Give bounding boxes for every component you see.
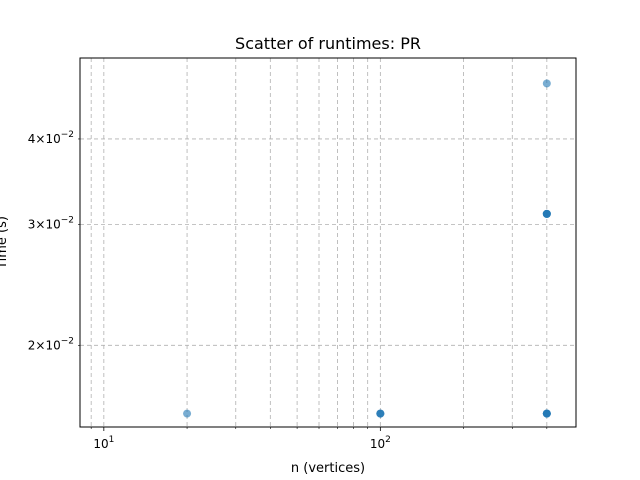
- plot-frame: [79, 57, 577, 428]
- grid-layer: [80, 58, 576, 427]
- chart-title: Scatter of runtimes: PR: [235, 34, 421, 53]
- y-axis-label: Time (s): [0, 216, 10, 270]
- y-tick-label: 3×10−2: [28, 216, 74, 232]
- data-point: [376, 409, 385, 418]
- x-axis-label: n (vertices): [291, 461, 365, 476]
- ticks-layer: 101 102 2×10−2 3×10−2 4×10−2: [28, 130, 548, 451]
- y-tick-label: 2×10−2: [28, 336, 74, 352]
- data-point: [542, 209, 551, 218]
- x-tick-label: 102: [370, 435, 391, 451]
- y-tick-label: 4×10−2: [28, 130, 74, 146]
- x-tick-label: 101: [93, 435, 114, 451]
- data-point: [183, 409, 192, 418]
- points-layer: [183, 79, 551, 418]
- data-point: [542, 409, 551, 418]
- data-point: [542, 79, 551, 88]
